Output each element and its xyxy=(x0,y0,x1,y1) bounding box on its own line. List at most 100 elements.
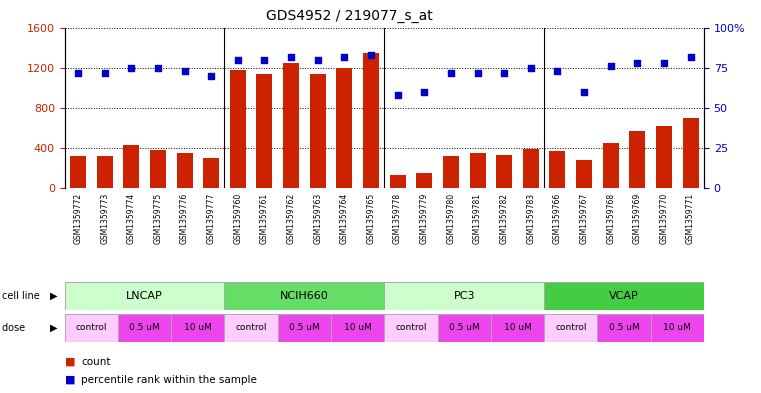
Text: 0.5 uM: 0.5 uM xyxy=(449,323,479,332)
Bar xyxy=(384,282,544,310)
Text: GSM1359766: GSM1359766 xyxy=(553,193,562,244)
Text: control: control xyxy=(75,323,107,332)
Text: GSM1359771: GSM1359771 xyxy=(686,193,695,244)
Bar xyxy=(97,156,113,188)
Text: 0.5 uM: 0.5 uM xyxy=(129,323,160,332)
Text: GSM1359772: GSM1359772 xyxy=(74,193,82,244)
Bar xyxy=(384,314,438,342)
Text: ▶: ▶ xyxy=(49,323,57,333)
Text: 10 uM: 10 uM xyxy=(504,323,531,332)
Bar xyxy=(523,149,539,188)
Text: ■: ■ xyxy=(65,375,75,385)
Text: GSM1359762: GSM1359762 xyxy=(287,193,295,244)
Bar xyxy=(230,70,246,188)
Point xyxy=(631,60,643,66)
Bar xyxy=(224,282,384,310)
Point xyxy=(578,89,590,95)
Bar xyxy=(597,314,651,342)
Text: control: control xyxy=(235,323,267,332)
Point xyxy=(178,68,190,74)
Bar xyxy=(70,156,86,188)
Text: GSM1359779: GSM1359779 xyxy=(420,193,428,244)
Bar xyxy=(656,126,672,188)
Point xyxy=(684,54,696,60)
Text: GSM1359776: GSM1359776 xyxy=(180,193,189,244)
Bar xyxy=(363,53,379,188)
Bar xyxy=(438,314,491,342)
Text: GSM1359761: GSM1359761 xyxy=(260,193,269,244)
Text: GSM1359767: GSM1359767 xyxy=(580,193,588,244)
Text: GSM1359783: GSM1359783 xyxy=(527,193,535,244)
Point xyxy=(312,57,324,63)
Text: GSM1359782: GSM1359782 xyxy=(500,193,508,244)
Bar xyxy=(576,160,592,188)
Text: GSM1359774: GSM1359774 xyxy=(127,193,135,244)
Point xyxy=(125,65,137,71)
Bar xyxy=(283,63,299,188)
Text: LNCAP: LNCAP xyxy=(126,291,163,301)
Bar xyxy=(65,282,224,310)
Text: count: count xyxy=(81,357,111,367)
Text: GSM1359770: GSM1359770 xyxy=(660,193,668,244)
Bar xyxy=(118,314,171,342)
Text: GSM1359777: GSM1359777 xyxy=(207,193,215,244)
Bar xyxy=(390,175,406,188)
Point xyxy=(471,70,484,76)
Bar xyxy=(603,143,619,188)
Point xyxy=(231,57,244,63)
Bar xyxy=(150,150,166,188)
Bar xyxy=(683,118,699,188)
Bar xyxy=(470,153,486,188)
Bar xyxy=(544,282,704,310)
Bar xyxy=(416,173,432,188)
Text: control: control xyxy=(395,323,427,332)
Bar xyxy=(177,153,193,188)
Bar xyxy=(549,151,565,188)
Point xyxy=(498,70,510,76)
Bar xyxy=(629,131,645,188)
Text: GSM1359765: GSM1359765 xyxy=(367,193,375,244)
Point xyxy=(365,52,377,58)
Bar xyxy=(544,314,597,342)
Point xyxy=(285,54,297,60)
Point xyxy=(391,92,403,98)
Point xyxy=(419,89,431,95)
Text: 0.5 uM: 0.5 uM xyxy=(609,323,639,332)
Bar xyxy=(65,314,118,342)
Text: GSM1359769: GSM1359769 xyxy=(633,193,642,244)
Text: PC3: PC3 xyxy=(454,291,475,301)
Bar xyxy=(224,314,278,342)
Point xyxy=(151,65,164,71)
Text: GSM1359768: GSM1359768 xyxy=(607,193,615,244)
Bar xyxy=(203,158,219,188)
Text: GSM1359760: GSM1359760 xyxy=(234,193,242,244)
Text: dose: dose xyxy=(2,323,27,333)
Bar xyxy=(310,74,326,188)
Bar xyxy=(256,74,272,188)
Point xyxy=(524,65,537,71)
Text: 10 uM: 10 uM xyxy=(664,323,691,332)
Text: GSM1359773: GSM1359773 xyxy=(100,193,109,244)
Text: control: control xyxy=(555,323,587,332)
Text: ■: ■ xyxy=(65,357,75,367)
Bar xyxy=(278,314,331,342)
Text: NCIH660: NCIH660 xyxy=(280,291,329,301)
Point xyxy=(604,63,616,70)
Text: 10 uM: 10 uM xyxy=(344,323,371,332)
Text: 0.5 uM: 0.5 uM xyxy=(289,323,320,332)
Text: cell line: cell line xyxy=(2,291,43,301)
Point xyxy=(658,60,670,66)
Point xyxy=(205,73,218,79)
Bar xyxy=(651,314,704,342)
Point xyxy=(444,70,457,76)
Point xyxy=(72,70,84,76)
Point xyxy=(258,57,271,63)
Text: GSM1359778: GSM1359778 xyxy=(393,193,402,244)
Bar xyxy=(491,314,544,342)
Bar xyxy=(123,145,139,188)
Bar xyxy=(331,314,384,342)
Text: ▶: ▶ xyxy=(49,291,57,301)
Text: GDS4952 / 219077_s_at: GDS4952 / 219077_s_at xyxy=(266,9,433,23)
Text: percentile rank within the sample: percentile rank within the sample xyxy=(81,375,257,385)
Point xyxy=(338,54,350,60)
